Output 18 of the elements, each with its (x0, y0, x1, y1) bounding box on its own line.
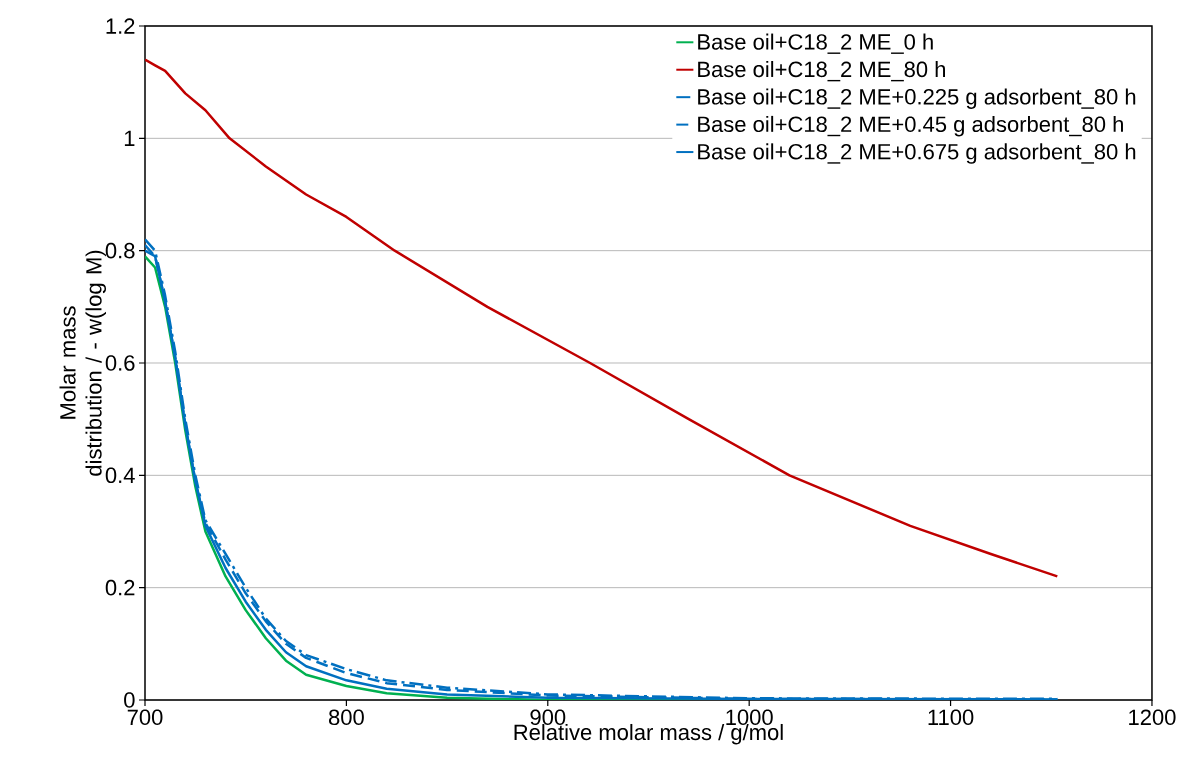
x-tick-label: 1000 (726, 709, 773, 726)
y-tick-label: 1.2 (106, 18, 135, 34)
x-tick-label: 900 (530, 709, 566, 726)
legend-label: Base oil+C18_2 ME+0.225 g adsorbent_80 h (698, 88, 1136, 109)
y-tick-label: 0.8 (105, 242, 135, 259)
y-tick-label: 0.2 (105, 579, 135, 596)
legend-label: Base oil+C18_2 ME+0.675 g adsorbent_80 h (698, 143, 1136, 164)
y-tick-label: 1 (124, 130, 135, 146)
y-tick-label: 0 (124, 692, 135, 708)
y-tick-label: 0.4 (105, 467, 135, 484)
x-tick-label: 800 (329, 709, 364, 726)
legend-label: Base oil+C18_2 ME+0.45 g adsorbent_80 h (698, 115, 1123, 137)
y-tick-label: 0.6 (105, 355, 135, 371)
x-tick-label: 700 (127, 709, 163, 726)
x-tick-label: 1100 (928, 709, 974, 726)
legend-label: Base oil+C18_2 ME_80 h (698, 61, 945, 82)
x-tick-label: 1200 (1129, 709, 1176, 726)
legend-label: Base oil+C18_2 ME_0 h (698, 33, 933, 54)
